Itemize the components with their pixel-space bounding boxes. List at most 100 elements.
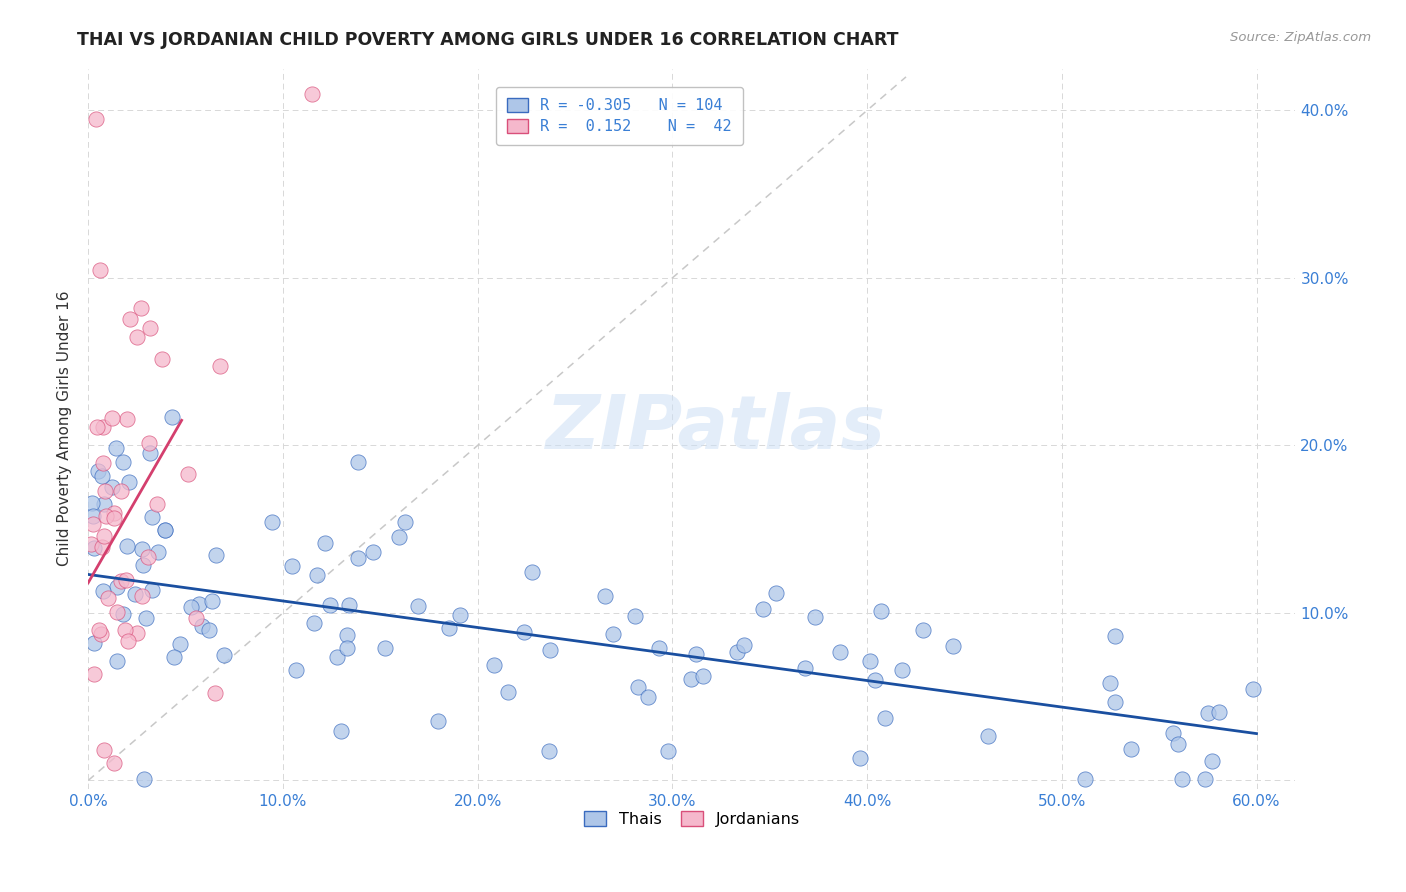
Point: [110, 574, 132, 589]
Point: [105, 654, 128, 668]
Point: [426, 714, 449, 729]
Point: [132, 558, 155, 572]
Point: [1201, 754, 1223, 768]
Point: [111, 607, 134, 621]
Point: [1074, 772, 1097, 786]
Point: [141, 509, 163, 524]
Point: [139, 321, 162, 335]
Point: [162, 649, 184, 664]
Point: [361, 545, 384, 559]
Point: [648, 640, 671, 655]
Point: [828, 645, 851, 659]
Point: [912, 623, 935, 637]
Point: [1104, 695, 1126, 709]
Point: [110, 483, 132, 498]
Point: [1104, 629, 1126, 643]
Point: [153, 523, 176, 537]
Point: [82, 516, 104, 531]
Point: [209, 359, 232, 373]
Point: [681, 672, 703, 686]
Point: [752, 602, 775, 616]
Point: [285, 663, 308, 677]
Point: [873, 711, 896, 725]
Point: [83, 636, 105, 650]
Point: [146, 545, 169, 559]
Point: [83, 541, 105, 555]
Point: [793, 661, 815, 675]
Point: [141, 582, 163, 597]
Point: [212, 648, 235, 662]
Point: [100, 480, 122, 494]
Point: [484, 658, 506, 673]
Point: [93, 497, 115, 511]
Point: [93, 743, 115, 757]
Point: [522, 565, 544, 579]
Point: [657, 744, 679, 758]
Point: [129, 301, 152, 315]
Point: [374, 640, 396, 655]
Point: [765, 586, 787, 600]
Point: [90, 626, 112, 640]
Point: [538, 642, 561, 657]
Point: [449, 608, 471, 623]
Point: [117, 411, 139, 425]
Point: [496, 685, 519, 699]
Point: [118, 475, 141, 489]
Point: [319, 598, 342, 612]
Point: [105, 605, 128, 619]
Point: [329, 724, 352, 739]
Point: [131, 589, 153, 603]
Point: [84, 112, 107, 126]
Point: [1098, 676, 1121, 690]
Point: [187, 597, 209, 611]
Point: [103, 511, 125, 525]
Point: [870, 604, 893, 618]
Point: [91, 456, 114, 470]
Point: [627, 680, 650, 694]
Point: [513, 625, 536, 640]
Text: THAI VS JORDANIAN CHILD POVERTY AMONG GIRLS UNDER 16 CORRELATION CHART: THAI VS JORDANIAN CHILD POVERTY AMONG GI…: [77, 31, 898, 49]
Point: [115, 539, 138, 553]
Point: [1167, 737, 1189, 751]
Point: [134, 772, 156, 786]
Point: [104, 441, 127, 455]
Point: [624, 608, 647, 623]
Point: [83, 667, 105, 681]
Point: [593, 590, 616, 604]
Point: [347, 455, 370, 469]
Point: [942, 639, 965, 653]
Point: [118, 312, 141, 326]
Legend: Thais, Jordanians: Thais, Jordanians: [575, 803, 808, 835]
Point: [200, 594, 222, 608]
Point: [184, 611, 207, 625]
Point: [439, 621, 461, 635]
Y-axis label: Child Poverty Among Girls Under 16: Child Poverty Among Girls Under 16: [58, 291, 72, 566]
Point: [1241, 682, 1264, 697]
Point: [326, 650, 349, 665]
Point: [131, 541, 153, 556]
Point: [190, 619, 212, 633]
Point: [115, 574, 138, 588]
Point: [307, 568, 329, 582]
Point: [337, 598, 360, 612]
Point: [301, 87, 323, 101]
Point: [80, 495, 103, 509]
Point: [859, 654, 882, 668]
Point: [685, 647, 707, 661]
Text: Source: ZipAtlas.com: Source: ZipAtlas.com: [1230, 31, 1371, 45]
Point: [804, 609, 827, 624]
Point: [1197, 706, 1219, 720]
Point: [692, 669, 714, 683]
Point: [538, 744, 561, 758]
Point: [314, 536, 336, 550]
Point: [124, 587, 146, 601]
Point: [197, 623, 219, 637]
Point: [1161, 725, 1184, 739]
Point: [82, 509, 104, 524]
Point: [1208, 705, 1230, 719]
Point: [1194, 772, 1216, 786]
Point: [86, 420, 108, 434]
Point: [87, 464, 110, 478]
Point: [302, 615, 325, 630]
Text: ZIPatlas: ZIPatlas: [546, 392, 886, 466]
